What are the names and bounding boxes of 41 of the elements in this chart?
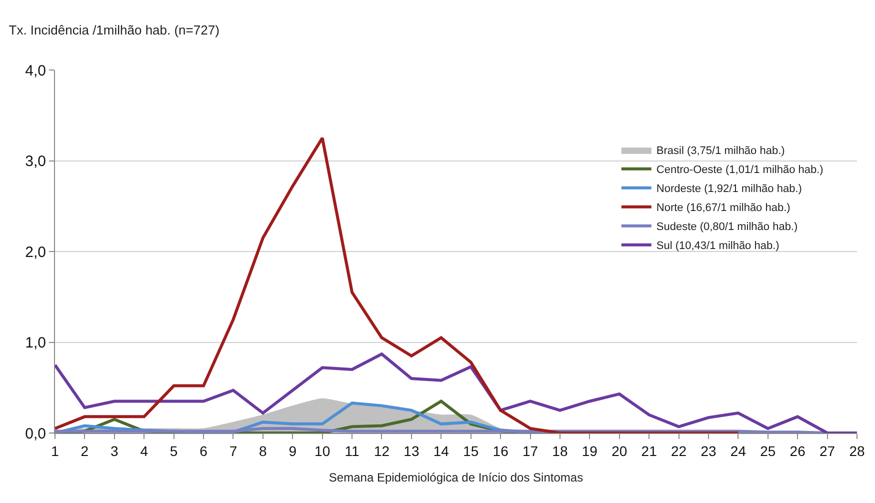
y-tick-label: 1,0 [25,334,46,352]
x-tick-label: 24 [730,442,746,459]
x-tick-label: 7 [229,442,238,459]
x-tick-label: 14 [433,442,450,459]
x-tick-label: 28 [849,442,865,459]
legend-label: Centro-Oeste (1,01/1 milhão hab.) [656,164,824,176]
x-tick-label: 22 [670,442,687,459]
x-tick-label: 23 [700,442,716,459]
legend-label: Sul (10,43/1 milhão hab.) [656,240,780,252]
x-tick-label: 8 [259,442,268,459]
x-tick-label: 10 [314,442,330,459]
x-tick-label: 9 [288,442,297,459]
x-tick-label: 3 [110,442,119,459]
chart-title: Tx. Incidência /1milhão hab. (n=727) [8,22,220,38]
legend-label: Sudeste (0,80/1 milhão hab.) [656,221,798,234]
x-tick-label: 25 [760,442,776,459]
x-tick-label: 11 [344,442,360,459]
x-axis-title: Semana Epidemiológica de Início dos Sintomas [328,470,584,485]
x-tick-label: 15 [463,442,479,459]
x-tick-label: 2 [80,442,89,459]
y-tick-label: 2,0 [25,244,46,261]
x-tick-label: 26 [790,442,806,459]
x-tick-label: 1 [51,442,60,459]
x-tick-label: 27 [820,442,836,459]
legend-label: Brasil (3,75/1 milhão hab.) [656,145,785,158]
legend-label: Norte (16,67/1 milhão hab.) [656,202,790,214]
y-tick-label: 0,0 [25,425,46,442]
y-tick-label: 3,0 [25,153,46,170]
legend-label: Nordeste (1,92/1 milhão hab.) [656,183,802,196]
x-tick-label: 19 [582,442,598,459]
x-tick-label: 5 [170,442,178,459]
x-tick-label: 16 [492,442,509,459]
x-tick-label: 18 [552,442,568,459]
y-tick-label: 4,0 [25,62,46,80]
x-tick-label: 6 [200,442,208,459]
x-tick-label: 17 [522,442,538,459]
x-tick-label: 4 [140,442,148,459]
x-tick-label: 13 [404,442,420,459]
x-tick-label: 20 [612,442,628,459]
x-tick-label: 21 [641,442,658,459]
x-tick-label: 12 [374,442,390,459]
